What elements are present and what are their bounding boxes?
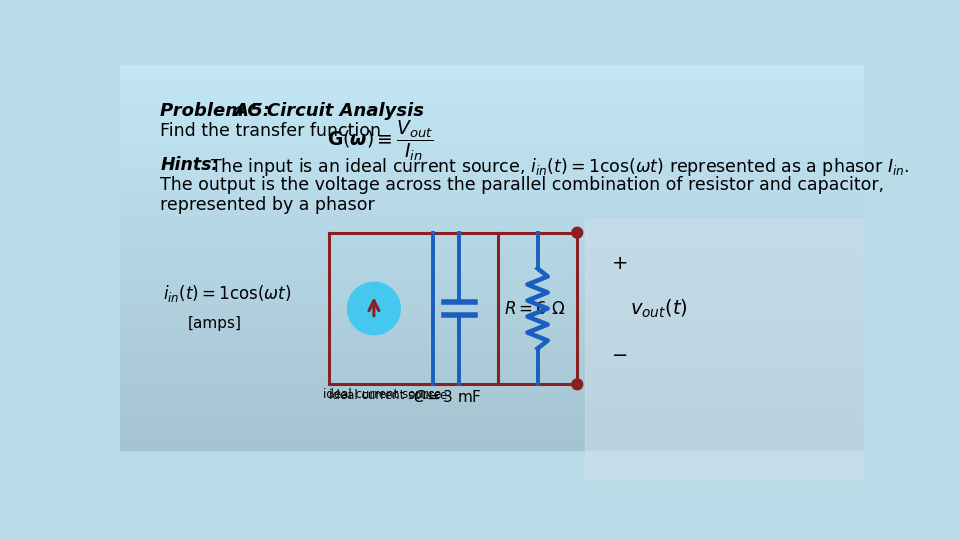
Bar bbox=[120, 195, 864, 204]
Text: The output is the voltage across the parallel combination of resistor and capaci: The output is the voltage across the par… bbox=[160, 177, 884, 194]
Bar bbox=[120, 126, 864, 134]
Text: The input is an ideal current source, $i_{in}(t) = 1\cos(\omega t)$ represented : The input is an ideal current source, $i… bbox=[199, 156, 909, 178]
Bar bbox=[120, 65, 864, 72]
Bar bbox=[120, 188, 864, 195]
Bar bbox=[120, 150, 864, 157]
Bar bbox=[120, 88, 864, 96]
Text: Hints:: Hints: bbox=[160, 156, 219, 174]
Bar bbox=[120, 303, 864, 311]
Bar bbox=[120, 96, 864, 103]
Bar bbox=[120, 265, 864, 273]
Text: ideal current source: ideal current source bbox=[323, 388, 441, 401]
Text: $i_{in}(t) = 1\cos(\omega t)$: $i_{in}(t) = 1\cos(\omega t)$ bbox=[162, 282, 291, 303]
Bar bbox=[120, 103, 864, 111]
Text: AC Circuit Analysis: AC Circuit Analysis bbox=[234, 102, 424, 120]
Text: +: + bbox=[612, 254, 628, 273]
Circle shape bbox=[572, 227, 583, 238]
Bar bbox=[120, 119, 864, 126]
Bar bbox=[120, 403, 864, 411]
Bar bbox=[120, 204, 864, 211]
Bar bbox=[120, 288, 864, 296]
Bar bbox=[120, 342, 864, 350]
Bar bbox=[120, 142, 864, 150]
Bar bbox=[120, 157, 864, 165]
Bar bbox=[120, 381, 864, 388]
Bar bbox=[120, 411, 864, 419]
Bar bbox=[120, 357, 864, 365]
Text: represented by a phasor: represented by a phasor bbox=[160, 195, 380, 214]
Bar bbox=[120, 211, 864, 219]
Text: $\mathbf{G}(\boldsymbol{\omega}) \equiv \dfrac{V_{out}}{I_{in}}$: $\mathbf{G}(\boldsymbol{\omega}) \equiv … bbox=[327, 119, 433, 163]
Bar bbox=[120, 173, 864, 180]
Bar bbox=[120, 257, 864, 265]
Bar bbox=[120, 242, 864, 249]
Bar bbox=[120, 427, 864, 434]
Bar bbox=[120, 219, 864, 226]
Bar bbox=[120, 327, 864, 334]
Bar bbox=[120, 334, 864, 342]
Bar bbox=[120, 365, 864, 373]
Bar bbox=[120, 249, 864, 257]
Bar bbox=[120, 134, 864, 142]
Text: ideal current source: ideal current source bbox=[328, 389, 447, 402]
Bar bbox=[120, 350, 864, 357]
Bar bbox=[120, 273, 864, 280]
Bar bbox=[120, 388, 864, 396]
Circle shape bbox=[572, 379, 583, 390]
Bar bbox=[585, 219, 864, 481]
Bar bbox=[120, 434, 864, 442]
Bar bbox=[120, 280, 864, 288]
Bar bbox=[120, 180, 864, 188]
Text: Find the transfer function: Find the transfer function bbox=[160, 122, 387, 140]
Text: −: − bbox=[612, 346, 628, 365]
Bar bbox=[120, 80, 864, 88]
Bar bbox=[120, 373, 864, 381]
Text: $V_{out}$.: $V_{out}$. bbox=[0, 539, 1, 540]
Bar bbox=[120, 396, 864, 403]
Circle shape bbox=[347, 281, 401, 335]
Bar bbox=[120, 111, 864, 119]
Bar bbox=[120, 311, 864, 319]
Text: $v_{out}(t)$: $v_{out}(t)$ bbox=[630, 298, 687, 320]
Text: [amps]: [amps] bbox=[188, 316, 242, 331]
Bar bbox=[120, 296, 864, 303]
Bar bbox=[120, 319, 864, 327]
Bar bbox=[120, 226, 864, 234]
Bar bbox=[120, 72, 864, 80]
Bar bbox=[120, 442, 864, 450]
Bar bbox=[120, 419, 864, 427]
Text: $R = 6\ \Omega$: $R = 6\ \Omega$ bbox=[504, 300, 566, 318]
Text: $C = 3\ \mathrm{mF}$: $C = 3\ \mathrm{mF}$ bbox=[414, 389, 482, 405]
Bar bbox=[120, 165, 864, 173]
Text: Problem 5:: Problem 5: bbox=[160, 102, 283, 120]
Bar bbox=[120, 234, 864, 242]
